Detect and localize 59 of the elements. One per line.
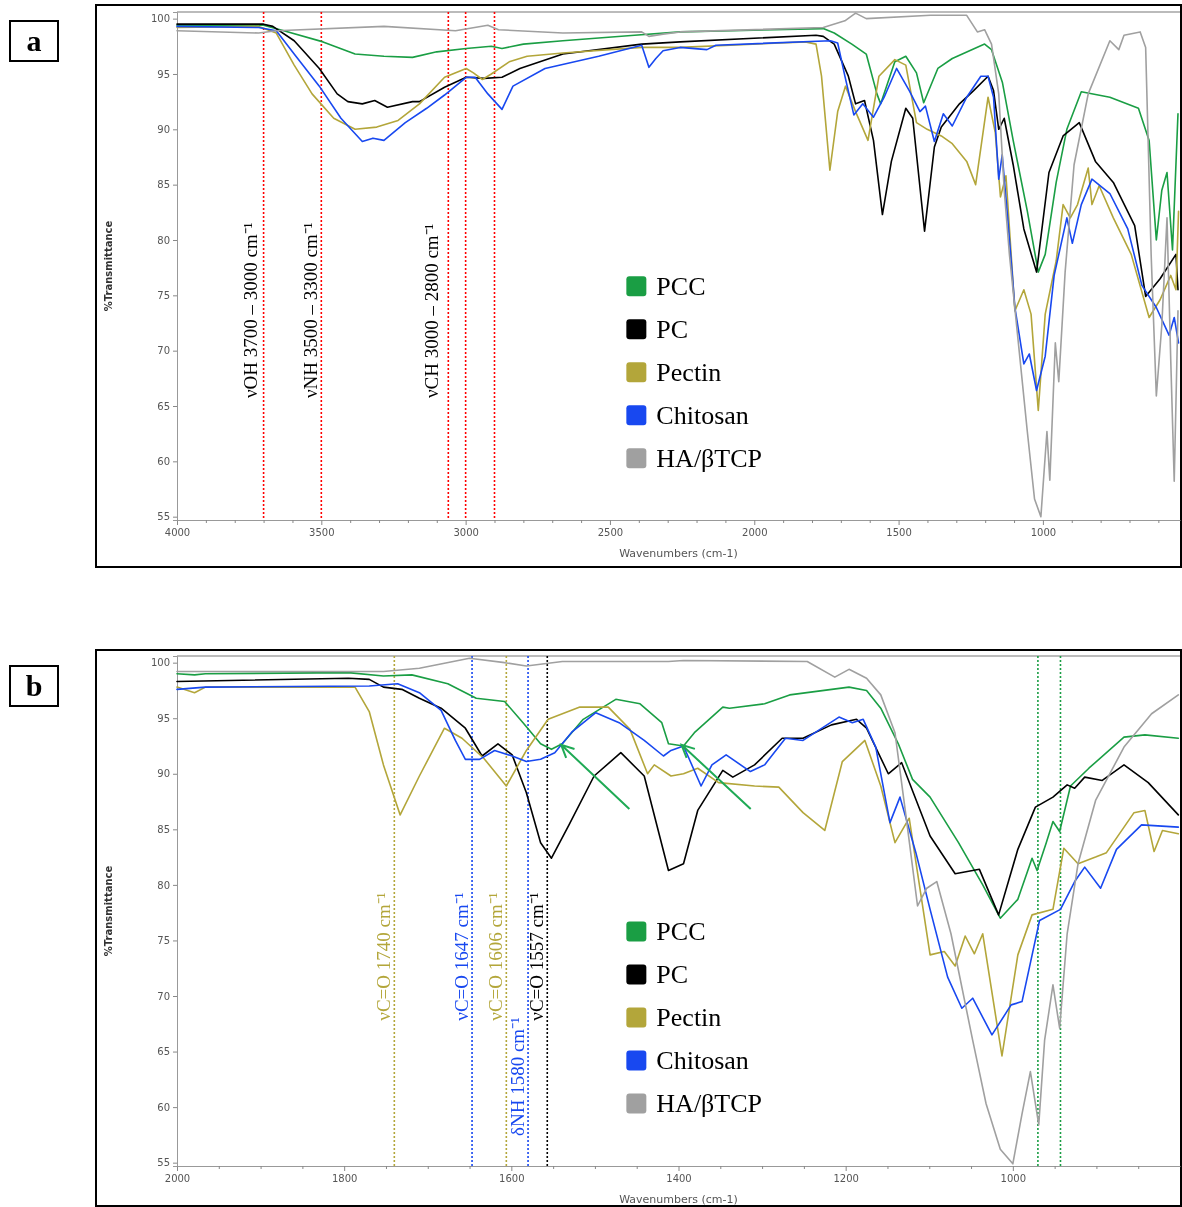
annotation: νCH 3000 – 2800 cm⁻¹ [421,223,443,399]
legend-label: PCC [656,917,706,947]
annotation: νOH 3700 – 3000 cm⁻¹ [239,222,261,399]
legend-label: PCC [656,272,706,302]
y-tick-label: 60 [157,1101,170,1113]
legend-label: HA/βTCP [656,444,763,474]
ref-line-label: νC=O 1557 cm⁻¹ [526,892,548,1021]
y-tick-label: 70 [157,990,170,1002]
x-tick-label: 1500 [886,527,912,539]
y-tick-label: 85 [157,824,170,836]
legend-label: Chitosan [656,401,749,431]
ref-line-label: δNH 1580 cm⁻¹ [507,1016,529,1136]
legend-label: Pectin [656,358,722,388]
x-tick-label: 1000 [1030,527,1057,539]
ref-line-label: νC=O 1740 cm⁻¹ [373,892,395,1021]
y-tick-label: 55 [157,511,170,523]
x-tick-label: 1000 [1000,1173,1027,1185]
x-axis-title: Wavenumbers (cm-1) [619,547,738,560]
x-axis-title: Wavenumbers (cm-1) [619,1193,738,1206]
legend-label: HA/βTCP [656,1089,763,1119]
y-tick-label: 75 [157,290,170,302]
x-tick-label: 2500 [597,527,624,539]
x-tick-label: 1600 [499,1173,525,1185]
y-axis-title: %Transmittance [103,865,114,957]
y-tick-label: 95 [157,712,170,724]
y-tick-label: 65 [157,1046,170,1058]
y-tick-label: 60 [157,456,170,468]
legend-label: PC [656,960,689,990]
chart-title: b [25,669,43,702]
x-tick-label: 2000 [164,1173,191,1185]
x-tick-label: 4000 [164,527,191,539]
y-tick-label: 75 [157,935,170,947]
x-tick-label: 3000 [453,527,479,539]
y-tick-label: 90 [157,768,170,780]
y-tick-label: 100 [150,13,170,25]
y-tick-label: 55 [157,1157,170,1169]
legend-label: Pectin [656,1003,722,1033]
ref-line-label: νC=O 1606 cm⁻¹ [485,892,507,1021]
annotation: νNH 3500 – 3300 cm⁻¹ [300,222,322,399]
legend-label: Chitosan [656,1046,749,1076]
x-tick-label: 1200 [833,1173,859,1185]
chart-title: a [26,24,42,57]
x-tick-label: 1800 [331,1173,358,1185]
y-tick-label: 100 [150,657,170,669]
y-tick-label: 80 [157,234,170,246]
x-tick-label: 1400 [666,1173,692,1185]
y-tick-label: 95 [157,68,170,80]
x-tick-label: 3500 [309,527,335,539]
y-tick-label: 70 [157,345,170,357]
y-tick-label: 90 [157,124,170,136]
y-tick-label: 65 [157,400,170,412]
y-tick-label: 80 [157,879,170,891]
ref-line-label: νC=O 1647 cm⁻¹ [451,892,473,1021]
line-series [176,12,1179,518]
legend-label: PC [656,315,689,345]
y-tick-label: 85 [157,179,170,191]
x-tick-label: 2000 [742,527,768,539]
line-series [176,657,1180,1165]
y-axis-title: %Transmittance [103,220,114,312]
